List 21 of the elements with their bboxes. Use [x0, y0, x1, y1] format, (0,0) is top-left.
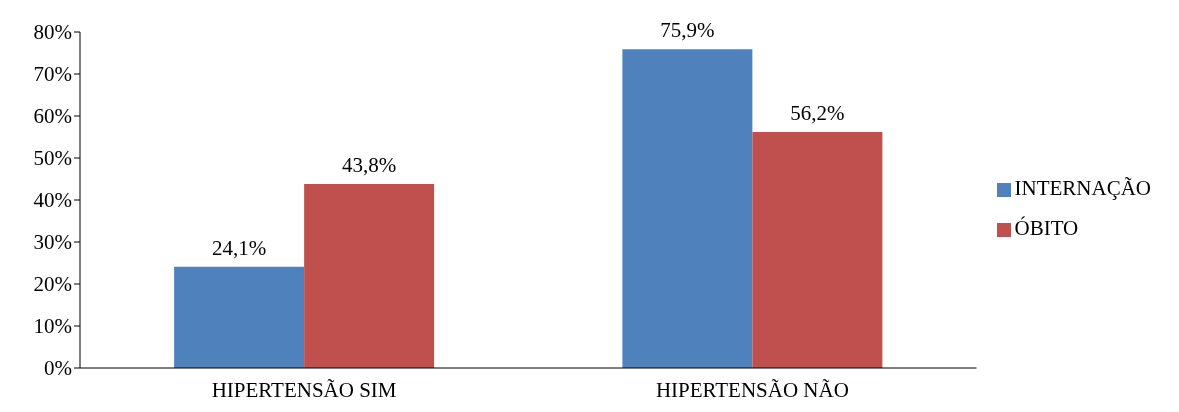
y-tick-label: 60% [33, 104, 72, 129]
x-tick-label: HIPERTENSÃO NÃO [655, 377, 849, 402]
y-tick-label: 20% [33, 272, 72, 297]
data-label: 24,1% [212, 235, 267, 260]
legend-label: ÓBITO [1014, 216, 1079, 240]
data-label: 56,2% [790, 100, 845, 125]
y-tick-label: 0% [44, 356, 72, 381]
x-tick-label: HIPERTENSÃO SIM [211, 377, 397, 402]
y-tick-label: 30% [33, 230, 72, 255]
data-label: 43,8% [342, 153, 397, 178]
y-tick-label: 80% [33, 20, 72, 45]
bar [752, 131, 883, 368]
legend-label: INTERNAÇÃO [1014, 176, 1151, 200]
data-label: 75,9% [660, 18, 715, 43]
y-tick-label: 70% [33, 62, 72, 87]
y-tick-label: 10% [33, 314, 72, 339]
y-tick-label: 50% [33, 146, 72, 171]
bar [622, 49, 753, 368]
bar [304, 184, 435, 368]
y-tick-label: 40% [33, 188, 72, 213]
bar [174, 266, 305, 368]
